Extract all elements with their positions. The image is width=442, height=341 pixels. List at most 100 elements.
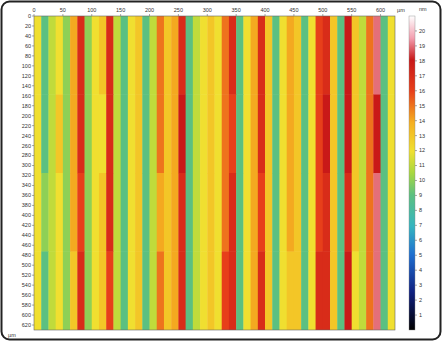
x-tick: [351, 14, 352, 16]
colorbar-tick: [415, 300, 417, 301]
cell: [330, 252, 338, 331]
cell: [359, 173, 367, 252]
cell: [70, 173, 78, 252]
cell: [330, 95, 338, 174]
cell: [34, 16, 42, 95]
cell: [215, 173, 223, 252]
x-tick: [120, 14, 121, 16]
cell: [381, 173, 389, 252]
x-tick: [236, 14, 237, 16]
cell: [85, 252, 93, 331]
cell: [92, 252, 100, 331]
cell: [366, 16, 374, 95]
cell: [251, 252, 259, 331]
colorbar-tick-label: 5: [419, 252, 422, 258]
cell: [258, 173, 266, 252]
y-tick-label: 120: [22, 73, 31, 79]
cell: [265, 252, 273, 331]
cell: [70, 16, 78, 95]
cell: [251, 95, 259, 174]
y-tick: [32, 295, 34, 296]
cell: [251, 16, 259, 95]
plot-frame: [34, 16, 395, 330]
cell: [178, 252, 186, 331]
cell: [222, 16, 230, 95]
cell: [164, 173, 172, 252]
colorbar-tick: [415, 270, 417, 271]
cell: [308, 173, 316, 252]
colorbar-label: nm: [419, 6, 427, 12]
y-tick-label: 100: [22, 63, 31, 69]
cell: [106, 95, 114, 174]
cell: [222, 173, 230, 252]
cell: [243, 95, 251, 174]
cell: [48, 173, 56, 252]
cell: [106, 16, 114, 95]
cell: [207, 95, 215, 174]
cell: [258, 95, 266, 174]
cell: [344, 95, 352, 174]
cell: [113, 95, 121, 174]
colorbar-tick-label: 7: [419, 222, 422, 228]
cell: [135, 16, 143, 95]
cell: [157, 252, 165, 331]
cell: [63, 16, 71, 95]
cell: [337, 95, 345, 174]
y-tick-label: 560: [22, 292, 31, 298]
cell: [164, 95, 172, 174]
cell: [344, 173, 352, 252]
cell: [142, 16, 150, 95]
cell: [99, 16, 107, 95]
y-tick: [32, 115, 34, 116]
y-tick-label: 160: [22, 93, 31, 99]
cell: [171, 252, 179, 331]
y-tick: [32, 315, 34, 316]
cell: [388, 252, 395, 331]
frame: [2, 2, 441, 340]
cell: [178, 173, 186, 252]
x-tick: [380, 14, 381, 16]
cell: [34, 95, 42, 174]
cell: [243, 16, 251, 95]
cell: [330, 173, 338, 252]
cell: [222, 95, 230, 174]
cell: [56, 173, 64, 252]
cell: [265, 95, 273, 174]
colorbar-tick: [415, 45, 417, 46]
y-tick-label: 280: [22, 152, 31, 158]
cell: [193, 16, 201, 95]
cell: [316, 95, 324, 174]
cell: [359, 95, 367, 174]
y-tick-label: 0: [28, 13, 31, 19]
y-tick-label: 360: [22, 192, 31, 198]
colorbar-tick: [415, 195, 417, 196]
cell: [352, 16, 360, 95]
cell: [243, 252, 251, 331]
y-tick-label: 300: [22, 162, 31, 168]
x-tick-label: 300: [203, 7, 212, 13]
y-tick-label: 320: [22, 172, 31, 178]
cell: [99, 252, 107, 331]
cell: [207, 252, 215, 331]
x-tick-label: 150: [116, 7, 125, 13]
x-tick-label: 0: [32, 7, 35, 13]
colorbar-tick: [415, 255, 417, 256]
cell: [272, 95, 280, 174]
y-tick: [32, 275, 34, 276]
cell: [157, 95, 165, 174]
cell: [157, 173, 165, 252]
cell: [106, 173, 114, 252]
colorbar-tick-label: 3: [419, 282, 422, 288]
y-tick: [32, 215, 34, 216]
cell: [41, 16, 49, 95]
cell: [337, 173, 345, 252]
x-tick: [62, 14, 63, 16]
y-tick-label: 80: [25, 53, 31, 59]
y-tick: [32, 45, 34, 46]
y-tick: [32, 205, 34, 206]
cell: [258, 16, 266, 95]
cell: [294, 95, 302, 174]
x-tick-label: 400: [260, 7, 269, 13]
y-tick-label: 400: [22, 212, 31, 218]
cell: [215, 252, 223, 331]
